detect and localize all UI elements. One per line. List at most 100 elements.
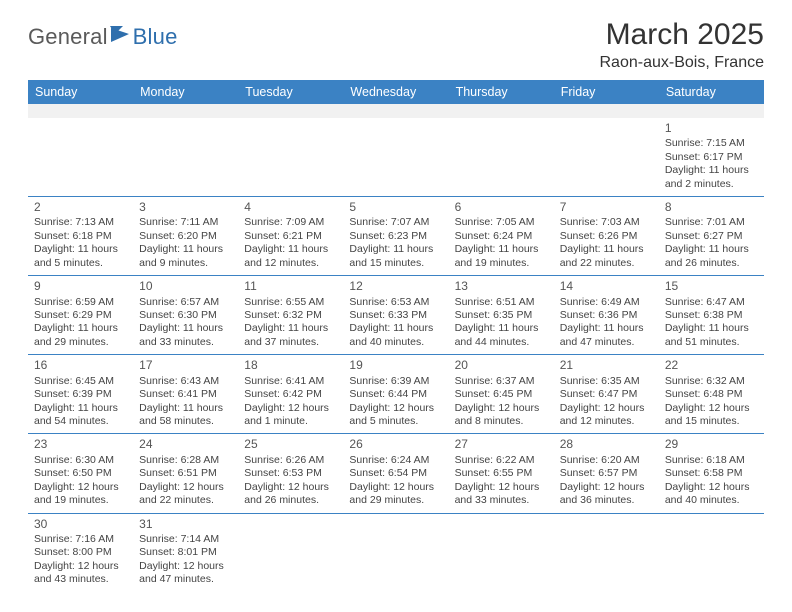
weekday-header: Thursday [449, 80, 554, 104]
day-cell: 2Sunrise: 7:13 AMSunset: 6:18 PMDaylight… [28, 197, 133, 276]
daylight-line: Daylight: 12 hours and 47 minutes. [139, 560, 232, 587]
day-number: 29 [665, 437, 758, 452]
sunrise-line: Sunrise: 6:32 AM [665, 375, 758, 388]
sunset-line: Sunset: 6:38 PM [665, 309, 758, 322]
sunrise-line: Sunrise: 6:18 AM [665, 454, 758, 467]
sunset-line: Sunset: 6:35 PM [455, 309, 548, 322]
sunrise-line: Sunrise: 6:30 AM [34, 454, 127, 467]
sunrise-line: Sunrise: 6:39 AM [349, 375, 442, 388]
sunset-line: Sunset: 6:58 PM [665, 467, 758, 480]
sunrise-line: Sunrise: 6:37 AM [455, 375, 548, 388]
logo: General Blue [28, 24, 178, 50]
daylight-line: Daylight: 12 hours and 22 minutes. [139, 481, 232, 508]
sunset-line: Sunset: 8:01 PM [139, 546, 232, 559]
day-cell: 30Sunrise: 7:16 AMSunset: 8:00 PMDayligh… [28, 513, 133, 592]
day-number: 16 [34, 358, 127, 373]
sunset-line: Sunset: 6:57 PM [560, 467, 653, 480]
daylight-line: Daylight: 11 hours and 47 minutes. [560, 322, 653, 349]
day-number: 3 [139, 200, 232, 215]
daylight-line: Daylight: 11 hours and 2 minutes. [665, 164, 758, 191]
sunset-line: Sunset: 6:26 PM [560, 230, 653, 243]
daylight-line: Daylight: 12 hours and 36 minutes. [560, 481, 653, 508]
sunset-line: Sunset: 6:50 PM [34, 467, 127, 480]
day-number: 13 [455, 279, 548, 294]
flag-icon [109, 25, 131, 50]
daylight-line: Daylight: 11 hours and 9 minutes. [139, 243, 232, 270]
day-cell: 22Sunrise: 6:32 AMSunset: 6:48 PMDayligh… [659, 355, 764, 434]
day-number: 20 [455, 358, 548, 373]
daylight-line: Daylight: 12 hours and 29 minutes. [349, 481, 442, 508]
sunset-line: Sunset: 6:33 PM [349, 309, 442, 322]
sunset-line: Sunset: 6:23 PM [349, 230, 442, 243]
sunrise-line: Sunrise: 7:13 AM [34, 216, 127, 229]
sunrise-line: Sunrise: 7:14 AM [139, 533, 232, 546]
day-cell: 9Sunrise: 6:59 AMSunset: 6:29 PMDaylight… [28, 276, 133, 355]
daylight-line: Daylight: 11 hours and 26 minutes. [665, 243, 758, 270]
daylight-line: Daylight: 12 hours and 19 minutes. [34, 481, 127, 508]
day-number: 5 [349, 200, 442, 215]
sunset-line: Sunset: 6:54 PM [349, 467, 442, 480]
empty-cell [554, 513, 659, 592]
day-cell: 13Sunrise: 6:51 AMSunset: 6:35 PMDayligh… [449, 276, 554, 355]
day-number: 27 [455, 437, 548, 452]
day-number: 8 [665, 200, 758, 215]
day-number: 1 [665, 121, 758, 136]
day-cell: 25Sunrise: 6:26 AMSunset: 6:53 PMDayligh… [238, 434, 343, 513]
day-number: 9 [34, 279, 127, 294]
day-number: 17 [139, 358, 232, 373]
sunset-line: Sunset: 6:21 PM [244, 230, 337, 243]
daylight-line: Daylight: 11 hours and 44 minutes. [455, 322, 548, 349]
logo-text-general: General [28, 24, 108, 50]
empty-cell [343, 513, 448, 592]
sunrise-line: Sunrise: 6:24 AM [349, 454, 442, 467]
day-number: 23 [34, 437, 127, 452]
daylight-line: Daylight: 12 hours and 12 minutes. [560, 402, 653, 429]
weekday-header: Sunday [28, 80, 133, 104]
day-number: 4 [244, 200, 337, 215]
day-number: 26 [349, 437, 442, 452]
day-cell: 6Sunrise: 7:05 AMSunset: 6:24 PMDaylight… [449, 197, 554, 276]
daylight-line: Daylight: 12 hours and 8 minutes. [455, 402, 548, 429]
empty-cell [554, 118, 659, 197]
day-cell: 28Sunrise: 6:20 AMSunset: 6:57 PMDayligh… [554, 434, 659, 513]
daylight-line: Daylight: 11 hours and 54 minutes. [34, 402, 127, 429]
day-cell: 20 Sunrise: 6:37 AMSunset: 6:45 PMDayligh… [449, 355, 554, 434]
day-cell: 16Sunrise: 6:45 AMSunset: 6:39 PMDayligh… [28, 355, 133, 434]
day-cell: 11Sunrise: 6:55 AMSunset: 6:32 PMDayligh… [238, 276, 343, 355]
sunset-line: Sunset: 6:41 PM [139, 388, 232, 401]
daylight-line: Daylight: 12 hours and 5 minutes. [349, 402, 442, 429]
day-cell: 10Sunrise: 6:57 AMSunset: 6:30 PMDayligh… [133, 276, 238, 355]
daylight-line: Daylight: 11 hours and 15 minutes. [349, 243, 442, 270]
title-block: March 2025 Raon-aux-Bois, France [599, 18, 764, 72]
daylight-line: Daylight: 11 hours and 58 minutes. [139, 402, 232, 429]
sunrise-line: Sunrise: 6:43 AM [139, 375, 232, 388]
weekday-header: Saturday [659, 80, 764, 104]
empty-cell [449, 118, 554, 197]
sunset-line: Sunset: 6:39 PM [34, 388, 127, 401]
empty-cell [28, 118, 133, 197]
day-cell: 7Sunrise: 7:03 AMSunset: 6:26 PMDaylight… [554, 197, 659, 276]
sunrise-line: Sunrise: 7:16 AM [34, 533, 127, 546]
daylight-line: Daylight: 12 hours and 26 minutes. [244, 481, 337, 508]
sunrise-line: Sunrise: 6:41 AM [244, 375, 337, 388]
logo-text-blue: Blue [133, 24, 178, 50]
day-number: 12 [349, 279, 442, 294]
day-cell: 21Sunrise: 6:35 AMSunset: 6:47 PMDayligh… [554, 355, 659, 434]
daylight-line: Daylight: 11 hours and 37 minutes. [244, 322, 337, 349]
daylight-line: Daylight: 11 hours and 22 minutes. [560, 243, 653, 270]
empty-cell [343, 118, 448, 197]
day-number: 19 [349, 358, 442, 373]
sunset-line: Sunset: 6:55 PM [455, 467, 548, 480]
weekday-header-row: Sunday Monday Tuesday Wednesday Thursday… [28, 80, 764, 104]
day-cell: 3Sunrise: 7:11 AMSunset: 6:20 PMDaylight… [133, 197, 238, 276]
day-number: 2 [34, 200, 127, 215]
sunrise-line: Sunrise: 7:11 AM [139, 216, 232, 229]
day-number: 30 [34, 517, 127, 532]
day-cell: 23 Sunrise: 6:30 AMSunset: 6:50 PMDayligh… [28, 434, 133, 513]
calendar-row: 30Sunrise: 7:16 AMSunset: 8:00 PMDayligh… [28, 513, 764, 592]
sunset-line: Sunset: 6:17 PM [665, 151, 758, 164]
sunset-line: Sunset: 6:45 PM [455, 388, 548, 401]
calendar-row: 1Sunrise: 7:15 AMSunset: 6:17 PMDaylight… [28, 118, 764, 197]
day-cell: 17 Sunrise: 6:43 AMSunset: 6:41 PMDayligh… [133, 355, 238, 434]
day-number: 11 [244, 279, 337, 294]
